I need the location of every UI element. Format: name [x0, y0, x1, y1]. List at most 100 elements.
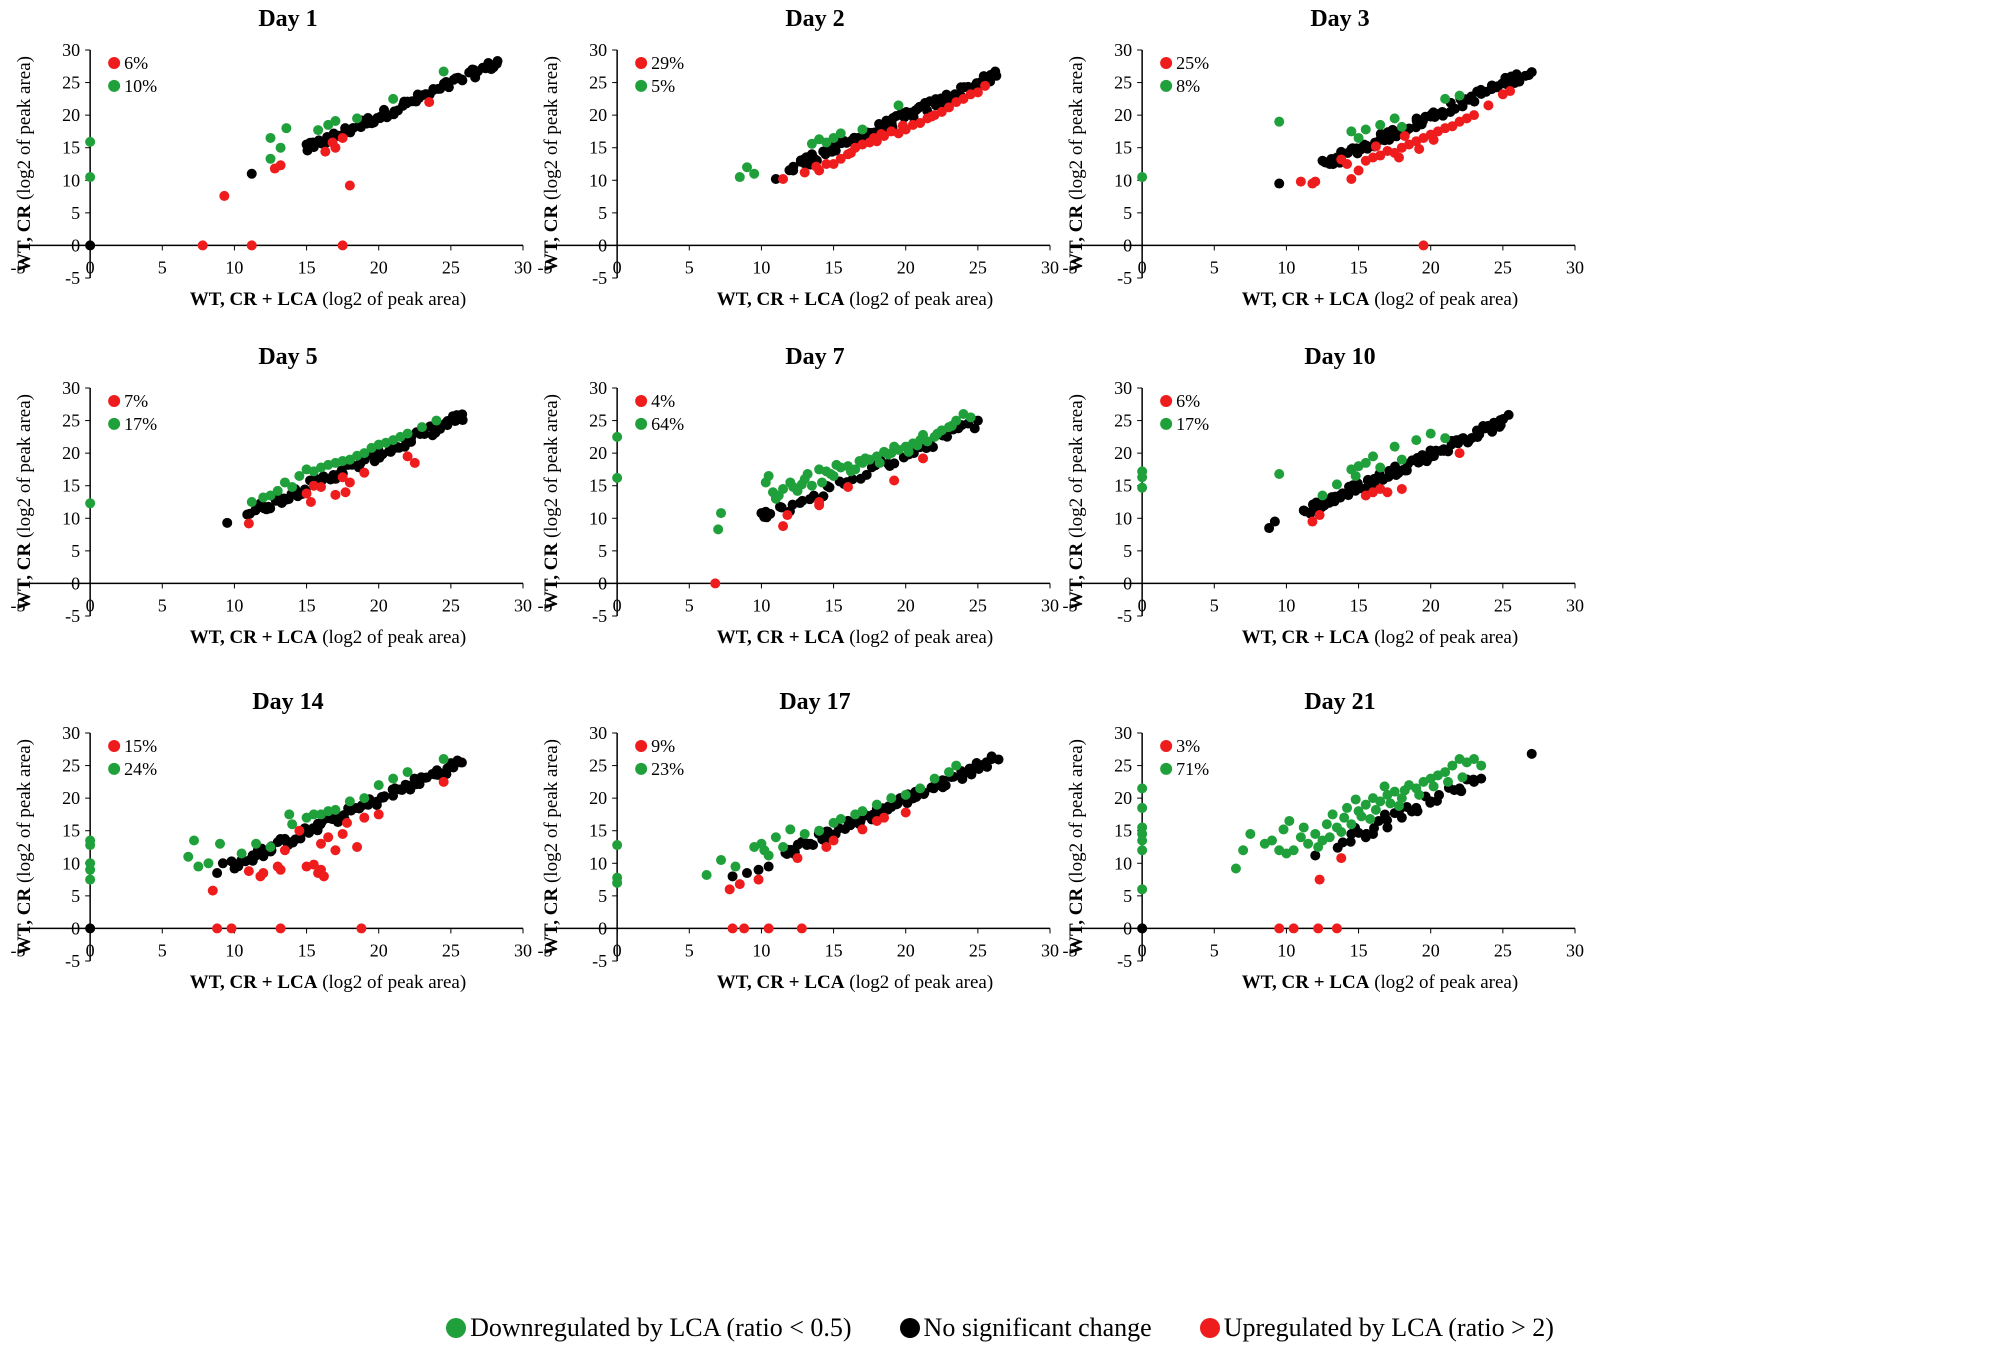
point-no-change: [966, 769, 977, 780]
x-tick-label: 20: [897, 595, 915, 615]
point-no-change: [1396, 812, 1407, 823]
x-tick-label: 0: [613, 940, 622, 960]
x-axis-label: WT, CR + LCA (log2 of peak area): [190, 972, 466, 993]
y-tick-label: 15: [1114, 821, 1132, 841]
point-upregulated: [1505, 86, 1516, 97]
y-tick-label: 25: [589, 73, 607, 93]
point-downregulated: [918, 429, 929, 440]
point-downregulated: [438, 754, 449, 765]
x-axis-label-rest: (log2 of peak area): [1369, 289, 1518, 310]
y-tick-label: 15: [62, 476, 80, 496]
point-no-change: [1416, 119, 1427, 130]
point-no-change: [1324, 159, 1335, 169]
point-upregulated: [918, 453, 929, 464]
point-downregulated: [1353, 132, 1364, 143]
point-upregulated: [1393, 152, 1404, 163]
y-tick-label: 15: [589, 138, 607, 158]
point-downregulated: [1365, 813, 1376, 824]
point-downregulated: [835, 128, 846, 139]
point-downregulated: [265, 132, 276, 143]
point-no-change: [1476, 773, 1487, 784]
point-downregulated: [431, 415, 442, 426]
point-upregulated: [889, 475, 900, 486]
point-downregulated: [1267, 835, 1277, 846]
point-upregulated: [1331, 923, 1342, 934]
y-tick-label: 15: [62, 138, 80, 158]
point-upregulated: [340, 487, 351, 498]
point-upregulated: [316, 838, 326, 849]
point-upregulated: [821, 842, 832, 852]
point-upregulated: [1313, 923, 1324, 934]
point-no-change: [1454, 783, 1465, 794]
pct-label-upregulated: 4%: [651, 391, 675, 411]
pct-marker-upregulated: [1160, 57, 1173, 70]
point-downregulated: [770, 832, 781, 843]
point-upregulated: [936, 106, 947, 117]
point-no-change: [806, 149, 817, 160]
y-axis-label-rest: (log2 of peak area): [14, 739, 35, 888]
point-upregulated: [275, 160, 286, 171]
x-tick-label: 5: [1210, 595, 1219, 615]
point-upregulated: [219, 190, 230, 201]
point-downregulated: [788, 482, 799, 493]
point-downregulated: [883, 449, 894, 460]
x-tick-label: 20: [370, 595, 388, 615]
point-upregulated: [1346, 173, 1357, 184]
point-no-change: [441, 769, 452, 780]
panel-day-14: Day 14 -5 0 5 10 15 20 25 30 -5 0 5 10 15 20 25 30 WT, CR…: [11, 689, 533, 993]
x-tick-label: 30: [1566, 595, 1584, 615]
y-tick-label: 25: [1114, 756, 1132, 776]
point-downregulated: [799, 828, 810, 839]
point-downregulated: [612, 840, 623, 851]
pct-label-downregulated: 10%: [124, 76, 157, 96]
point-downregulated: [1327, 809, 1338, 820]
point-upregulated: [915, 117, 926, 128]
x-tick-label: 5: [1210, 257, 1219, 277]
point-downregulated: [1278, 824, 1289, 835]
point-upregulated: [796, 923, 807, 934]
point-no-change: [1337, 837, 1348, 848]
point-upregulated: [1314, 874, 1325, 885]
y-tick-label: 15: [1114, 138, 1132, 158]
y-tick-label: 0: [1123, 918, 1132, 938]
point-downregulated: [1137, 482, 1148, 493]
y-tick-label: 0: [71, 573, 80, 593]
point-downregulated: [806, 138, 817, 149]
point-upregulated: [258, 868, 269, 879]
y-tick-label: 25: [589, 411, 607, 431]
point-upregulated: [876, 129, 887, 140]
point-downregulated: [313, 125, 324, 136]
y-tick-label: 30: [62, 378, 80, 398]
point-downregulated: [1440, 767, 1451, 778]
point-no-change: [1274, 178, 1285, 189]
point-no-change: [889, 458, 900, 469]
point-downregulated: [1317, 490, 1328, 501]
pct-marker-upregulated: [108, 395, 121, 408]
point-downregulated: [85, 864, 96, 875]
pct-label-upregulated: 9%: [651, 736, 675, 756]
point-downregulated: [850, 809, 861, 820]
point-upregulated: [710, 578, 721, 589]
point-no-change: [1425, 796, 1436, 807]
point-downregulated: [730, 861, 741, 872]
point-downregulated: [796, 479, 807, 490]
point-downregulated: [825, 468, 836, 479]
point-upregulated: [857, 824, 868, 835]
x-tick-label: 5: [685, 257, 694, 277]
point-no-change: [993, 754, 1004, 765]
point-downregulated: [1137, 472, 1148, 483]
point-upregulated: [197, 240, 208, 251]
pct-label-upregulated: 6%: [124, 53, 148, 73]
point-downregulated: [85, 136, 96, 147]
x-tick-label: 30: [1041, 257, 1059, 277]
point-downregulated: [272, 485, 283, 496]
x-tick-label: 0: [86, 257, 95, 277]
y-tick-label: 30: [62, 723, 80, 743]
x-tick-label: -5: [1063, 595, 1078, 615]
x-tick-label: 0: [613, 257, 622, 277]
point-downregulated: [713, 524, 724, 535]
point-no-change: [1298, 505, 1309, 516]
legend-marker-no-change: [899, 1318, 920, 1338]
point-upregulated: [1399, 130, 1410, 141]
pct-label-upregulated: 15%: [124, 736, 157, 756]
